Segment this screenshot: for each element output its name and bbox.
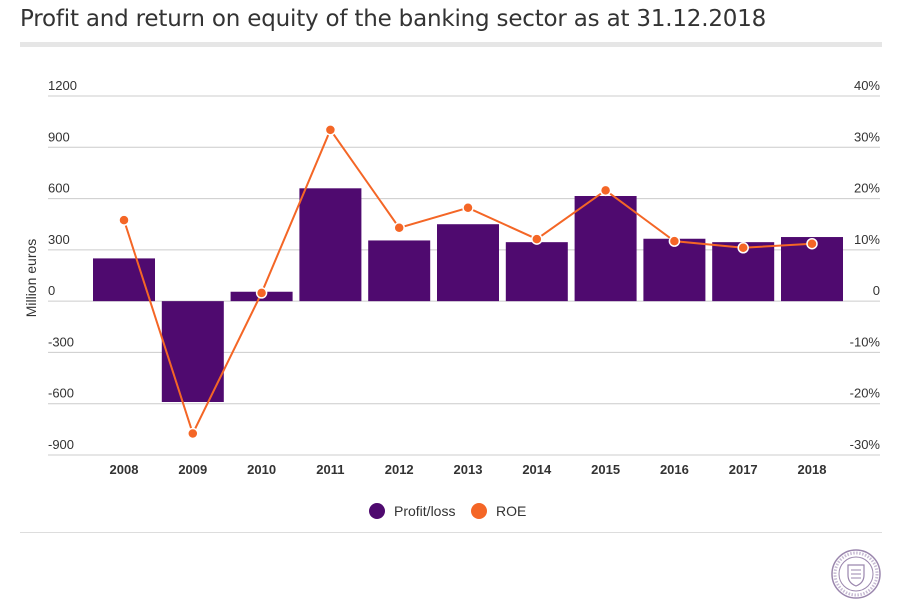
legend-marker [369, 503, 385, 519]
roe-point-2016 [668, 235, 681, 247]
roe-point-2013 [462, 202, 474, 214]
chart-title: Profit and return on equity of the banki… [20, 6, 767, 32]
combo-chart: 1200 900 600 300 0 -300 -600 -900 40% 30% 20% 10% 0… [23, 78, 881, 519]
roe-line [118, 124, 818, 440]
roe-point-2018 [806, 237, 818, 250]
y2-tick-label: 40% [854, 78, 880, 93]
y2-tick-label: -20% [850, 386, 881, 401]
bar-2015 [574, 196, 637, 302]
x-tick-label: 2008 [110, 462, 139, 477]
y-tick-label: 600 [48, 181, 70, 196]
x-tick-label: 2013 [454, 462, 483, 477]
roe-point-2011 [324, 124, 337, 136]
legend: Profit/loss ROE [369, 503, 526, 519]
bar-2012 [368, 240, 431, 302]
legend-label: Profit/loss [394, 503, 455, 519]
x-axis: 2008 2009 2010 2011 2012 2013 2014 2015 2016 2017… [110, 462, 827, 477]
roe-point-2014 [531, 233, 543, 245]
bar-2014 [505, 242, 568, 302]
y-tick-label: 300 [48, 232, 70, 247]
central-bank-seal-logo [831, 549, 881, 599]
x-tick-label: 2012 [385, 462, 414, 477]
y-axis-label: Million euros [23, 239, 39, 318]
x-tick-label: 2011 [316, 462, 344, 477]
y2-tick-label: 0 [873, 283, 880, 298]
y-axis-right: 40% 30% 20% 10% 0 -10% -20% -30% [850, 78, 881, 452]
roe-point-2010 [255, 287, 268, 299]
x-tick-label: 2017 [729, 462, 758, 477]
roe-point-2012 [393, 222, 405, 234]
bar-2009 [161, 301, 224, 403]
x-tick-label: 2018 [798, 462, 827, 477]
legend-label: ROE [496, 503, 526, 519]
y2-tick-label: 20% [854, 181, 880, 196]
y2-tick-label: 10% [854, 232, 880, 247]
legend-marker [471, 503, 487, 519]
y-tick-label: -300 [48, 334, 74, 349]
y-tick-label: 900 [48, 129, 70, 144]
x-tick-label: 2016 [660, 462, 689, 477]
x-tick-label: 2010 [247, 462, 276, 477]
roe-point-2009 [187, 427, 199, 440]
bar-2011 [299, 188, 362, 302]
footer-divider [20, 532, 882, 533]
x-tick-label: 2009 [178, 462, 207, 477]
bar-2008 [93, 258, 155, 302]
roe-point-2015 [599, 184, 612, 197]
y2-tick-label: -30% [850, 437, 881, 452]
y2-tick-label: 30% [854, 129, 880, 144]
profit-bars [93, 188, 843, 403]
y-tick-label: -600 [48, 386, 74, 401]
y-tick-label: -900 [48, 437, 74, 452]
y-tick-label: 1200 [48, 78, 77, 93]
title-divider [20, 42, 882, 47]
bar-2013 [437, 224, 499, 302]
y-tick-label: 0 [48, 283, 55, 298]
x-tick-label: 2014 [522, 462, 552, 477]
y-axis-left: 1200 900 600 300 0 -300 -600 -900 [48, 78, 77, 452]
x-tick-label: 2015 [591, 462, 620, 477]
roe-point-2008 [118, 214, 130, 226]
y2-tick-label: -10% [850, 334, 881, 349]
bar-2016 [643, 238, 706, 302]
roe-point-2017 [737, 242, 749, 254]
